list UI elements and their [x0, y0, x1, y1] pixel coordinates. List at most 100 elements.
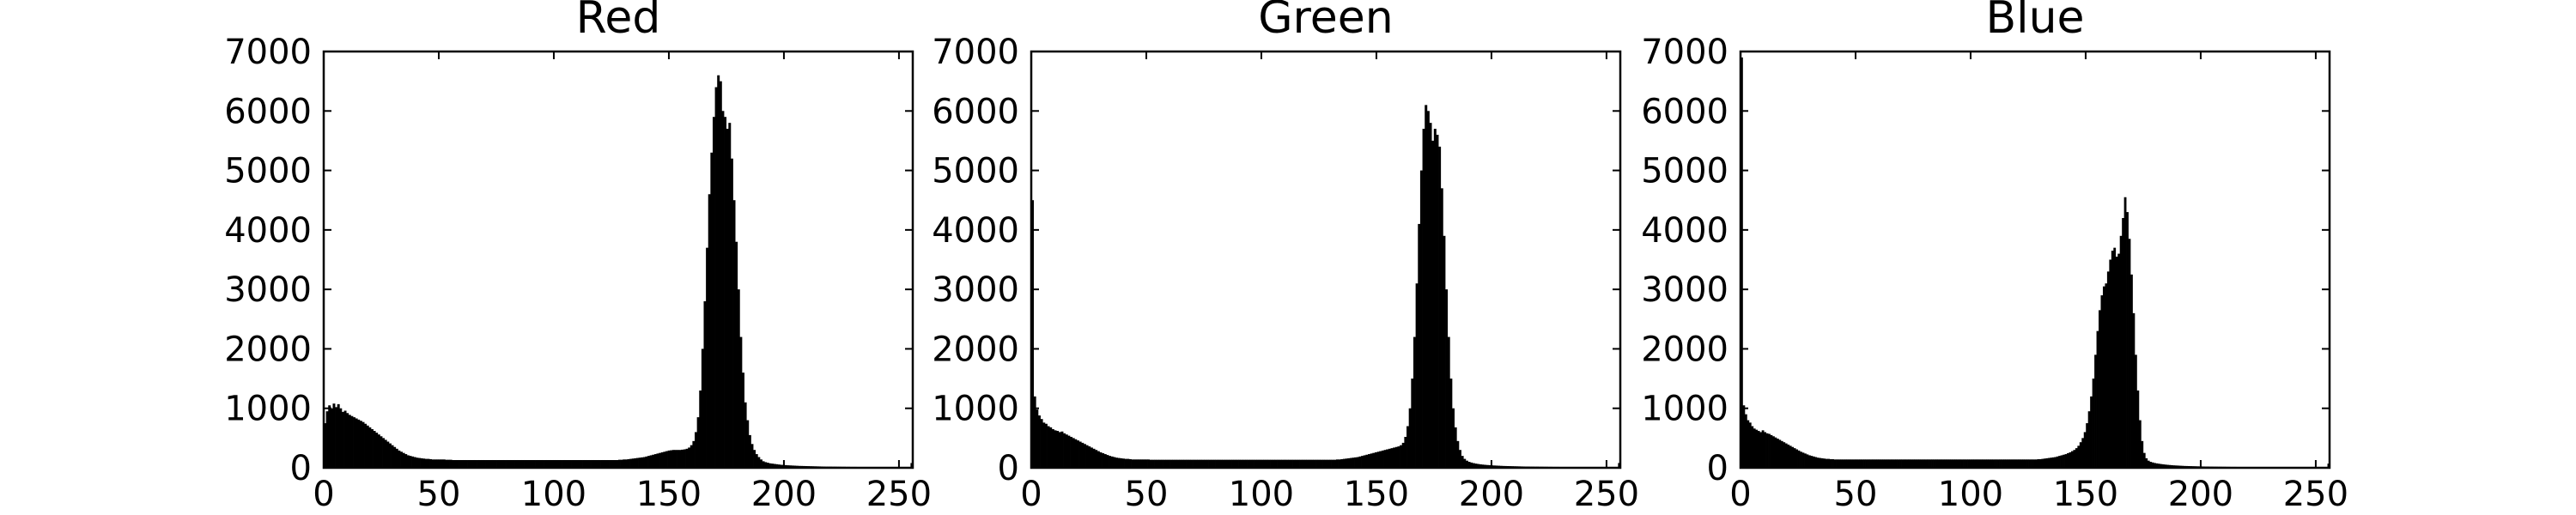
histogram-bar — [465, 459, 468, 468]
histogram-bar — [1176, 459, 1180, 468]
histogram-bar — [2015, 459, 2019, 468]
histogram-bar — [1880, 459, 1883, 468]
x-tick-label: 100 — [1938, 475, 2003, 514]
histogram-bar — [1967, 459, 1970, 468]
histogram-bar — [2064, 454, 2068, 468]
histogram-bar — [483, 459, 486, 468]
histogram-bar — [1431, 140, 1435, 468]
histogram-bar — [1036, 409, 1039, 468]
histogram-bar — [1037, 415, 1041, 468]
histogram-bar — [1992, 459, 1996, 468]
histogram-bar — [361, 421, 365, 468]
histogram-bar — [677, 450, 680, 468]
histogram-bar — [541, 459, 544, 468]
histogram-bar — [1374, 451, 1377, 468]
histogram-bar — [1063, 433, 1066, 468]
y-tick-label: 5000 — [1641, 152, 1728, 191]
histogram-bar — [1160, 459, 1163, 468]
histogram-bar — [1801, 452, 1805, 468]
histogram-bar — [660, 451, 664, 468]
histogram-bar — [735, 241, 738, 468]
histogram-bar — [1056, 431, 1060, 468]
histogram-bar — [512, 459, 515, 468]
histogram-bar — [348, 415, 351, 468]
histogram-bar — [1927, 459, 1929, 468]
histogram-bar — [449, 459, 453, 468]
histogram-bar — [605, 459, 608, 468]
histogram-bar — [1090, 447, 1093, 468]
histogram-bar — [501, 459, 504, 468]
histogram-bar — [1365, 454, 1369, 468]
y-tick-label: 3000 — [224, 270, 312, 310]
histogram-bar — [1277, 459, 1280, 468]
histogram-bar — [1372, 452, 1376, 468]
histogram-bar — [1031, 200, 1034, 468]
histogram-bar — [2083, 432, 2087, 468]
histogram-bar — [1839, 459, 1843, 468]
histogram-bar — [1819, 457, 1822, 468]
histogram-bar — [339, 408, 343, 468]
histogram-bar — [1303, 459, 1307, 468]
histogram-bar — [1335, 459, 1339, 468]
histogram-bar — [434, 459, 437, 468]
histogram-bar — [1224, 459, 1228, 468]
histogram-bar — [1368, 454, 1370, 468]
x-tick-label: 50 — [417, 475, 461, 514]
histogram-bar — [1965, 459, 1968, 468]
histogram-bar — [1878, 459, 1881, 468]
histogram-bar — [586, 459, 590, 468]
histogram-bar — [588, 459, 592, 468]
histogram-bar — [2132, 312, 2136, 468]
histogram-bar — [1465, 460, 1468, 468]
histogram-bar — [737, 289, 740, 468]
histogram-bar — [1495, 465, 1498, 468]
histogram-bar — [2122, 218, 2124, 468]
histogram-bar — [1074, 439, 1078, 468]
histogram-bar — [726, 129, 729, 469]
bar-group — [1741, 57, 2330, 469]
histogram-bar — [647, 456, 651, 468]
histogram-bar — [2070, 451, 2074, 468]
histogram-bar — [1256, 459, 1260, 468]
histogram-bar — [1404, 436, 1407, 468]
histogram-bar — [1258, 459, 1261, 468]
histogram-bar — [2024, 459, 2027, 468]
histogram-bar — [613, 459, 617, 468]
histogram-bar — [1941, 459, 1945, 468]
histogram-bar — [1051, 428, 1054, 468]
histogram-bar — [609, 459, 612, 468]
histogram-bar — [1744, 414, 1747, 468]
histogram-bar — [1757, 431, 1760, 468]
histogram-bar — [337, 403, 340, 468]
histogram-bar — [1747, 420, 1750, 468]
histogram-bar — [1479, 464, 1482, 468]
histogram-bar — [742, 373, 744, 468]
histogram-bar — [1363, 455, 1366, 468]
histogram-bar — [1422, 129, 1425, 469]
histogram-bar — [353, 417, 356, 468]
histogram-bar — [550, 459, 554, 468]
histogram-bar — [1784, 443, 1788, 468]
histogram-bar — [667, 450, 671, 468]
histogram-bar — [2141, 440, 2144, 468]
histogram-bar — [2094, 354, 2097, 468]
plot-area — [324, 52, 913, 468]
histogram-bar — [1102, 453, 1105, 468]
histogram-bar — [1099, 451, 1103, 468]
histogram-bar — [787, 465, 790, 468]
histogram-bar — [753, 450, 756, 468]
histogram-bar — [2160, 464, 2163, 468]
histogram-bar — [532, 459, 536, 468]
histogram-bar — [335, 407, 338, 468]
histogram-bar — [2067, 453, 2069, 468]
histogram-bar — [674, 450, 677, 468]
histogram-bar — [1461, 456, 1464, 468]
histogram-bar — [1914, 459, 1917, 468]
histogram-bar — [649, 455, 653, 468]
histogram-bar — [435, 459, 439, 468]
histogram-bar — [656, 453, 659, 468]
histogram-bar — [624, 459, 628, 468]
histogram-bar — [535, 459, 538, 468]
histogram-bar — [1445, 289, 1449, 468]
histogram-bar — [618, 459, 621, 468]
